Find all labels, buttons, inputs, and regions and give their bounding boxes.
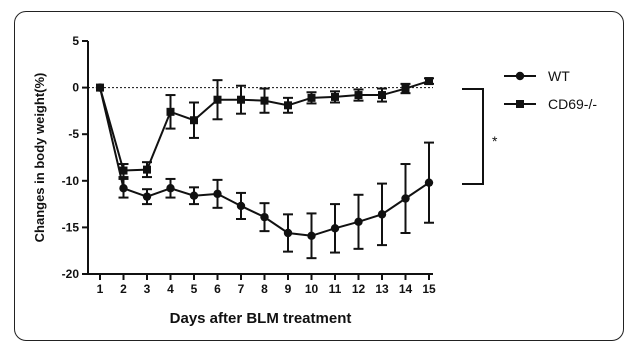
y-tick-label: 0 bbox=[72, 81, 79, 95]
data-point bbox=[331, 92, 339, 101]
data-point bbox=[330, 224, 340, 233]
data-point bbox=[377, 210, 387, 219]
legend-marker bbox=[516, 100, 524, 108]
data-point bbox=[213, 189, 222, 199]
data-point bbox=[425, 77, 433, 86]
data-point bbox=[378, 91, 386, 100]
legend-label: CD69-/- bbox=[548, 96, 597, 112]
x-tick-label: 1 bbox=[97, 282, 104, 296]
series-layer bbox=[95, 77, 434, 260]
x-tick-label: 15 bbox=[422, 282, 436, 296]
series-cd69 bbox=[96, 77, 434, 179]
x-tick-label: 3 bbox=[144, 282, 151, 296]
data-point bbox=[307, 93, 316, 102]
data-point bbox=[190, 116, 198, 125]
x-tick-label: 2 bbox=[120, 282, 127, 296]
y-tick-label: 5 bbox=[72, 34, 79, 48]
data-point bbox=[354, 91, 363, 100]
data-point bbox=[213, 95, 222, 104]
x-tick-label: 11 bbox=[329, 282, 342, 296]
significance-bracket: * bbox=[462, 88, 498, 185]
x-tick-label: 10 bbox=[305, 282, 319, 296]
axes: 50-5-10-15-201 2 3 4 5 6 7 8 9 10 11 12 13 14 15 bbox=[62, 34, 436, 296]
data-point bbox=[236, 201, 246, 211]
x-axis-title: Days after BLM treatment bbox=[170, 310, 352, 327]
data-point bbox=[260, 96, 269, 105]
line-chart: 50-5-10-15-201 2 3 4 5 6 7 8 9 10 11 12 13 14 15 WTCD6… bbox=[32, 34, 597, 327]
x-tick-label: 7 bbox=[238, 282, 245, 296]
data-point bbox=[354, 217, 363, 227]
legend-label: WT bbox=[548, 68, 570, 84]
data-point bbox=[142, 192, 152, 201]
x-tick-label: 14 bbox=[399, 282, 413, 296]
data-point bbox=[401, 84, 410, 93]
y-axis-title: Changes in body weight(%) bbox=[32, 73, 47, 243]
y-tick-label: -20 bbox=[62, 267, 80, 281]
series-wt bbox=[95, 83, 434, 260]
data-point bbox=[424, 178, 434, 187]
x-tick-label: 5 bbox=[191, 282, 198, 296]
x-tick-label: 9 bbox=[285, 282, 292, 296]
y-tick-label: -10 bbox=[62, 174, 80, 188]
x-tick-label: 4 bbox=[167, 282, 174, 296]
data-point bbox=[166, 184, 175, 193]
significance-star: * bbox=[492, 133, 498, 149]
y-tick-label: -15 bbox=[62, 220, 80, 234]
y-tick-label: -5 bbox=[68, 127, 79, 141]
x-tick-label: 13 bbox=[375, 282, 389, 296]
data-point bbox=[401, 194, 410, 203]
data-point bbox=[284, 101, 292, 110]
data-point bbox=[260, 212, 269, 222]
x-tick-label: 6 bbox=[214, 282, 221, 296]
x-tick-label: 12 bbox=[352, 282, 366, 296]
bracket-line bbox=[462, 88, 484, 185]
data-point bbox=[96, 83, 104, 92]
data-point bbox=[283, 228, 293, 238]
data-point bbox=[166, 107, 175, 116]
legend: WT CD69-/- bbox=[504, 68, 597, 112]
data-point bbox=[119, 166, 128, 175]
data-point bbox=[189, 191, 199, 200]
legend-marker bbox=[515, 71, 525, 81]
data-point bbox=[119, 184, 128, 193]
data-point bbox=[143, 165, 151, 174]
data-point bbox=[237, 95, 245, 104]
data-point bbox=[307, 231, 316, 240]
x-tick-label: 8 bbox=[261, 282, 268, 296]
